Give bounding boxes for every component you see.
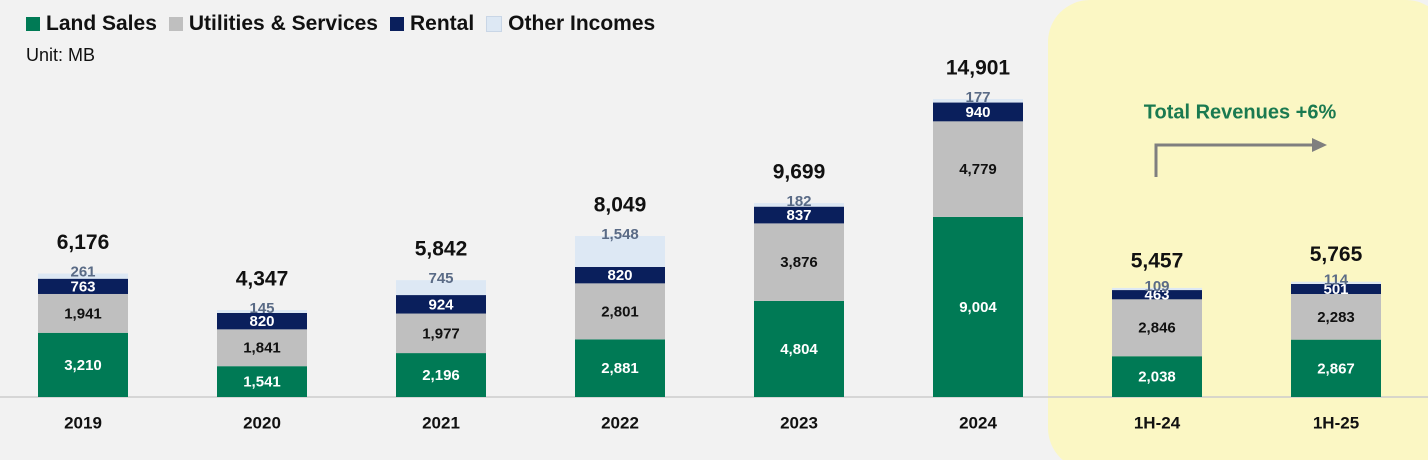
- data-label-2023-rental: 837: [786, 207, 811, 224]
- data-label-2021-other-incomes: 745: [428, 270, 453, 287]
- x-tick-label-2021: 2021: [422, 413, 460, 432]
- data-label-2023-other-incomes: 182: [786, 193, 811, 210]
- data-label-2022-rental: 820: [607, 267, 632, 284]
- x-tick-label-1h-25: 1H-25: [1313, 413, 1359, 432]
- x-tick-label-2023: 2023: [780, 413, 818, 432]
- bar-2021-land-sales: [396, 353, 486, 397]
- bar-2023-utilities-services: [754, 223, 844, 301]
- data-label-2023-land-sales: 4,804: [780, 341, 818, 358]
- bar-2019-other-incomes: [38, 273, 128, 279]
- bar-2024-utilities-services: [933, 121, 1023, 217]
- data-label-1h-25-land-sales: 2,867: [1317, 360, 1355, 377]
- total-label-2019: 6,176: [57, 231, 110, 254]
- data-label-2024-land-sales: 9,004: [959, 299, 997, 316]
- data-label-1h-25-rental: 501: [1323, 281, 1348, 298]
- bar-2024-land-sales: [933, 216, 1023, 397]
- legend-item-land-sales: Land Sales: [26, 12, 157, 36]
- total-label-1h-25: 5,765: [1310, 243, 1363, 266]
- legend-item-utilities: Utilities & Services: [168, 12, 378, 36]
- data-label-1h-25-utilities-services: 2,283: [1317, 309, 1355, 326]
- data-label-2020-land-sales: 1,541: [243, 374, 281, 391]
- bar-2021-utilities-services: [396, 313, 486, 354]
- x-tick-label-2020: 2020: [243, 413, 281, 432]
- total-label-1h-24: 5,457: [1131, 249, 1184, 272]
- total-label-2020: 4,347: [236, 268, 289, 291]
- data-label-1h-24-other-incomes: 109: [1144, 278, 1169, 295]
- legend-label-land-sales: Land Sales: [46, 12, 157, 35]
- bar-2021-other-incomes: [396, 280, 486, 296]
- bar-2021-rental: [396, 295, 486, 314]
- data-label-2022-utilities-services: 2,801: [601, 303, 639, 320]
- bar-2024-other-incomes: [933, 99, 1023, 103]
- bar-1h-25-utilities-services: [1291, 294, 1381, 340]
- growth-arrow-line: [1154, 143, 1315, 177]
- legend-swatch-rental: [389, 17, 404, 31]
- data-label-2019-rental: 763: [70, 278, 95, 295]
- data-label-2021-land-sales: 2,196: [422, 367, 460, 384]
- data-label-2024-rental: 940: [965, 104, 990, 121]
- data-label-2024-other-incomes: 177: [965, 89, 990, 106]
- total-label-2024: 14,901: [946, 57, 1011, 80]
- bar-2020-other-incomes: [217, 310, 307, 313]
- bar-2020-utilities-services: [217, 329, 307, 367]
- legend-item-other-incomes: Other Incomes: [486, 12, 655, 36]
- bar-2022-rental: [575, 266, 665, 284]
- bar-1h-25-land-sales: [1291, 339, 1381, 397]
- legend-label-utilities: Utilities & Services: [188, 12, 378, 35]
- data-label-2024-utilities-services: 4,779: [959, 161, 997, 178]
- total-label-2022: 8,049: [594, 194, 647, 217]
- legend-swatch-other-incomes: [486, 16, 503, 32]
- data-label-1h-24-utilities-services: 2,846: [1138, 320, 1176, 337]
- bar-2022-land-sales: [575, 339, 665, 397]
- data-label-2020-other-incomes: 145: [249, 300, 274, 317]
- data-label-2022-other-incomes: 1,548: [601, 226, 639, 243]
- bar-1h-24-other-incomes: [1112, 287, 1202, 291]
- data-label-2019-utilities-services: 1,941: [64, 305, 102, 322]
- bar-2023-other-incomes: [754, 203, 844, 207]
- x-tick-label-2019: 2019: [64, 413, 102, 432]
- data-label-2022-land-sales: 2,881: [601, 360, 639, 377]
- growth-arrow-head: [1312, 138, 1327, 152]
- bar-2022-utilities-services: [575, 283, 665, 340]
- total-label-2021: 5,842: [415, 238, 468, 261]
- bar-2024-rental: [933, 102, 1023, 122]
- data-label-1h-24-land-sales: 2,038: [1138, 369, 1176, 386]
- data-label-2020-utilities-services: 1,841: [243, 340, 281, 357]
- total-label-2023: 9,699: [773, 161, 826, 184]
- data-label-2020-rental: 820: [249, 313, 274, 330]
- legend-label-other-incomes: Other Incomes: [508, 12, 656, 35]
- data-label-1h-25-other-incomes: 114: [1324, 272, 1349, 289]
- legend-swatch-land-sales: [26, 17, 40, 31]
- bar-2020-rental: [217, 312, 307, 330]
- x-tick-label-2024: 2024: [959, 413, 997, 432]
- bar-2020-land-sales: [217, 366, 307, 397]
- data-label-2021-rental: 924: [428, 296, 454, 313]
- data-label-2019-other-incomes: 261: [70, 263, 95, 280]
- bar-2022-other-incomes: [575, 236, 665, 267]
- legend: Land Sales Utilities & Services Rental O…: [26, 12, 659, 36]
- bar-2019-land-sales: [38, 332, 128, 397]
- x-tick-label-1h-24: 1H-24: [1134, 413, 1181, 432]
- data-label-2023-utilities-services: 3,876: [780, 254, 818, 271]
- growth-annotation: Total Revenues +6%: [1144, 101, 1337, 123]
- data-label-1h-24-rental: 463: [1144, 287, 1169, 304]
- bar-1h-25-rental: [1291, 283, 1381, 294]
- bar-1h-24-utilities-services: [1112, 299, 1202, 357]
- x-tick-label-2022: 2022: [601, 413, 639, 432]
- bar-2023-rental: [754, 206, 844, 224]
- bar-2019-rental: [38, 278, 128, 294]
- bar-2019-utilities-services: [38, 293, 128, 333]
- legend-swatch-utilities: [168, 17, 183, 31]
- data-label-2019-land-sales: 3,210: [64, 357, 102, 374]
- legend-item-rental: Rental: [389, 12, 475, 36]
- bar-1h-24-land-sales: [1112, 356, 1202, 397]
- bar-1h-25-other-incomes: [1291, 281, 1381, 284]
- bar-1h-24-rental: [1112, 290, 1202, 300]
- data-label-2021-utilities-services: 1,977: [422, 325, 460, 342]
- bar-2023-land-sales: [754, 300, 844, 397]
- unit-label: Unit: MB: [26, 45, 96, 65]
- legend-label-rental: Rental: [409, 12, 475, 35]
